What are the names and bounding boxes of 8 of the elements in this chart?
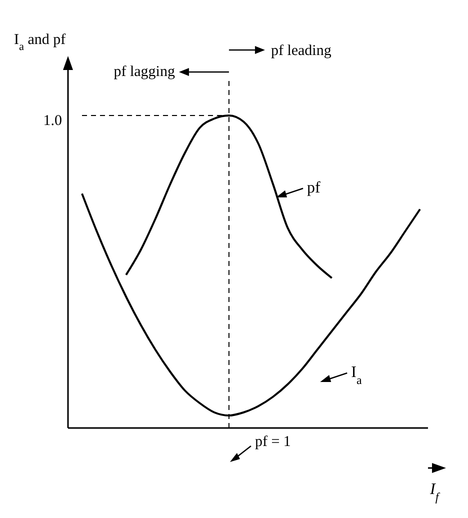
- legend-label: pf: [307, 179, 322, 196]
- x-axis-title: I$_{f}$: [429, 481, 440, 504]
- text: pf lagging: [114, 64, 176, 80]
- y-axis-title: I$_{a}$ and pf: [14, 32, 66, 53]
- legend-label: I$_{a}$: [351, 364, 362, 387]
- ref-line-label: 1.0: [43, 112, 62, 129]
- text: pf leading: [270, 43, 332, 59]
- text: pf = 1: [254, 434, 291, 450]
